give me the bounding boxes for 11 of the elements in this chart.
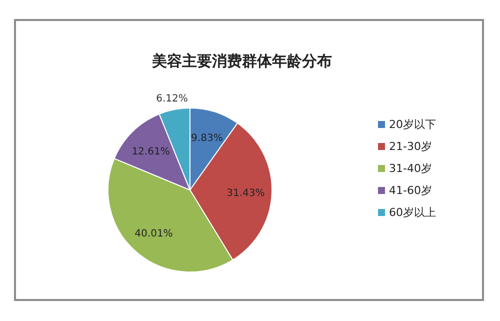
data-label: 40.01% <box>134 228 173 240</box>
data-label: 12.61% <box>132 146 170 158</box>
legend-label: 31-40岁 <box>389 162 432 175</box>
legend-label: 60岁以上 <box>389 206 436 219</box>
legend-label: 21-30岁 <box>389 140 432 153</box>
data-label: 9.83% <box>191 132 223 144</box>
data-label: 6.12% <box>156 94 188 105</box>
legend-label: 41-60岁 <box>389 184 432 197</box>
data-label: 31.43% <box>226 188 265 199</box>
chart-title: 美容主要消费群体年龄分布 <box>151 52 332 70</box>
legend-label: 20岁以下 <box>389 118 436 131</box>
